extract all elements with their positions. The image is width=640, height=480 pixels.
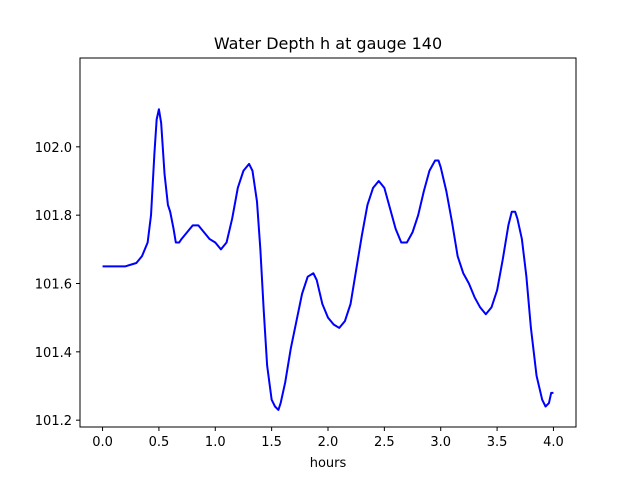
chart-title: Water Depth h at gauge 140 [214,34,442,53]
y-tick-label: 101.8 [35,209,72,224]
y-tick-label: 101.6 [35,278,72,293]
x-tick-label: 4.0 [543,435,564,450]
y-tick-label: 101.2 [35,414,72,429]
x-tick-label: 0.5 [149,435,170,450]
x-tick-label: 1.0 [205,435,226,450]
y-tick-label: 101.4 [35,346,72,361]
x-tick-label: 2.0 [318,435,339,450]
x-tick-label: 2.5 [374,435,395,450]
series-line-0 [102,108,554,411]
x-tick-label: 3.0 [430,435,451,450]
y-tick-label: 102.0 [35,141,72,156]
x-axis-label: hours [310,456,347,471]
plot-area: 0.0 0.5 1.0 1.5 2.0 2.5 3.0 3.5 4.0 101.2 101.4 101… [35,57,577,450]
x-tick-label: 0.0 [92,435,113,450]
x-tick-label: 1.5 [261,435,282,450]
x-tick-label: 3.5 [487,435,508,450]
